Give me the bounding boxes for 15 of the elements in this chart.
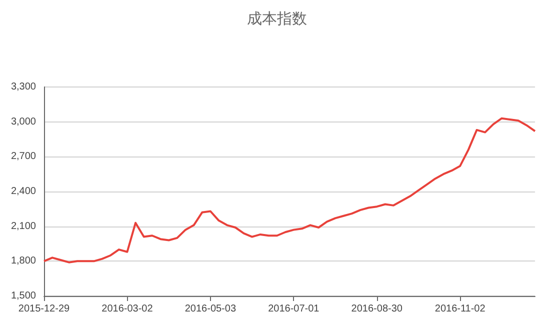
y-tick-label: 3,000: [10, 116, 36, 128]
y-tick-label: 2,100: [10, 220, 36, 232]
chart-title: 成本指数: [247, 10, 307, 28]
line-series: [43, 117, 536, 264]
y-tick-label: 1,500: [10, 290, 36, 302]
y-tick-label: 2,400: [10, 186, 36, 197]
x-tick-label: 2016-05-03: [184, 304, 236, 314]
y-tick-label: 1,800: [10, 256, 36, 267]
x-tick-label: 2016-03-02: [102, 304, 154, 314]
y-tick-label: 3,300: [10, 82, 36, 92]
x-tick-label: 2015-12-29: [18, 304, 70, 314]
x-tick-label: 2016-08-30: [351, 304, 403, 314]
x-tick-label: 2016-11-02: [434, 304, 486, 314]
x-tick-label: 2016-07-01: [268, 304, 320, 314]
y-tick-label: 2,700: [10, 151, 36, 162]
